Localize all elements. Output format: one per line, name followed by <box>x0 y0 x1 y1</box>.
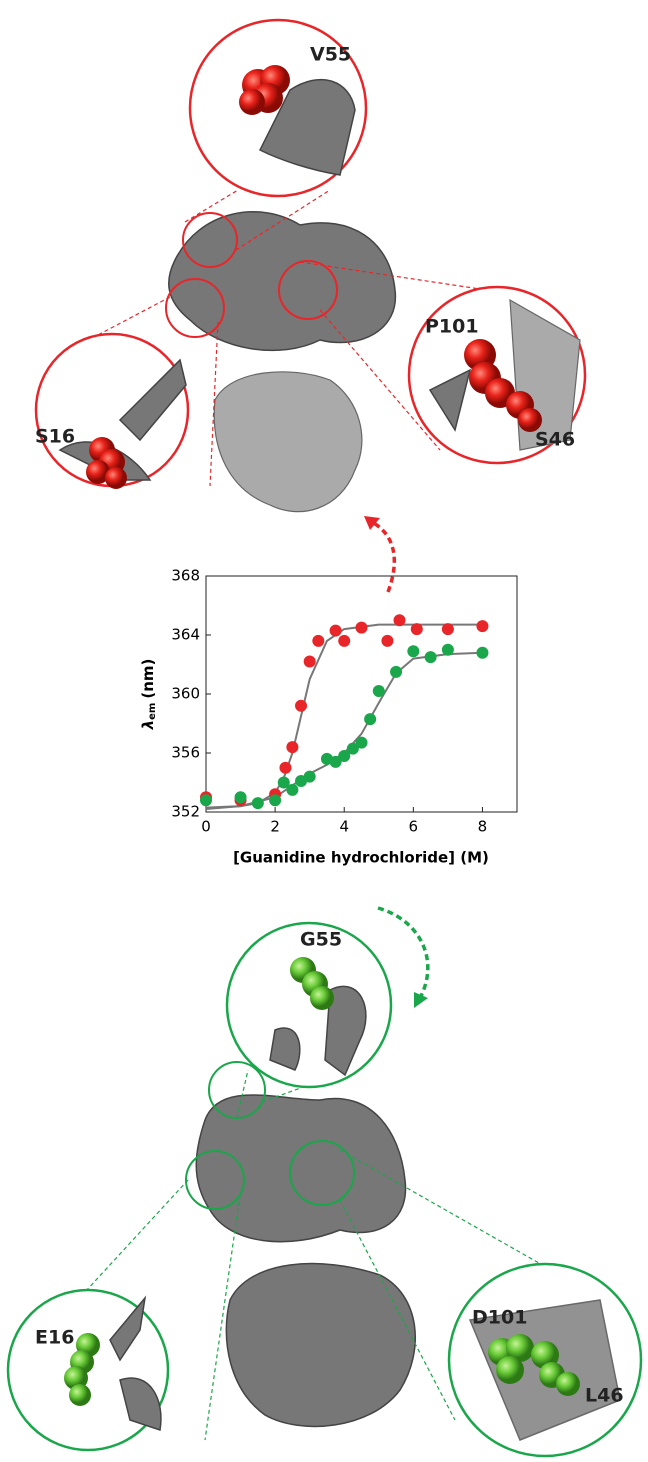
residue-label: L46 <box>585 1385 624 1407</box>
arrowhead <box>364 516 380 530</box>
point <box>441 623 454 636</box>
point <box>303 770 316 783</box>
point <box>355 621 368 634</box>
zoom-p101: P101 S46 <box>407 285 587 465</box>
x-tick-label: 2 <box>270 818 280 836</box>
residue-label: S46 <box>535 429 575 451</box>
point <box>251 797 264 810</box>
x-tick-label: 6 <box>409 818 419 836</box>
point <box>329 755 342 768</box>
y-label-unit: (nm) <box>139 659 157 699</box>
residue-label: D101 <box>472 1307 527 1329</box>
arrowhead <box>414 992 428 1008</box>
point <box>393 614 406 627</box>
x-tick-label: 8 <box>478 818 488 836</box>
point <box>390 665 403 678</box>
point <box>372 685 385 698</box>
zoom-v55: V55 <box>188 18 368 198</box>
residue-label: E16 <box>35 1327 74 1349</box>
point <box>364 713 377 726</box>
y-axis-label: λem (nm) <box>139 659 159 731</box>
point <box>303 655 316 668</box>
point <box>338 749 351 762</box>
protein-green <box>195 1094 416 1428</box>
y-tick-label: 368 <box>171 567 200 585</box>
point <box>424 651 437 664</box>
residue-label: G55 <box>300 929 342 951</box>
y-tick-label: 352 <box>171 803 200 821</box>
fit-line <box>205 623 483 809</box>
point <box>312 634 325 647</box>
point <box>200 794 212 807</box>
point <box>476 620 489 633</box>
point <box>269 794 282 807</box>
point <box>295 699 308 712</box>
x-axis-label: [Guanidine hydrochloride] (M) <box>233 849 489 867</box>
point <box>277 776 290 789</box>
point <box>338 634 351 647</box>
x-tick-label: 0 <box>201 818 211 836</box>
point <box>441 643 454 656</box>
zoom-d101: D101 L46 <box>447 1262 643 1458</box>
point <box>329 624 342 637</box>
point <box>234 791 247 804</box>
x-tick-label: 4 <box>339 818 349 836</box>
point <box>407 645 420 658</box>
y-tick-label: 360 <box>171 685 200 703</box>
point <box>355 736 368 749</box>
point <box>476 646 489 659</box>
arrow <box>371 520 396 593</box>
point <box>286 741 299 754</box>
zoom-g55: G55 <box>225 921 393 1089</box>
point <box>410 623 423 636</box>
point <box>286 783 299 796</box>
residue-label: P101 <box>425 316 479 338</box>
fit-line <box>205 651 483 811</box>
residue-label: S16 <box>35 426 75 448</box>
point <box>346 742 359 755</box>
zoom-circles <box>185 1061 355 1210</box>
arrow <box>377 906 430 999</box>
y-label-sub: em <box>147 703 158 720</box>
y-tick-label: 356 <box>171 744 200 762</box>
zoom-e16: E16 <box>6 1288 170 1452</box>
point <box>381 634 394 647</box>
point <box>279 761 292 774</box>
connector-lines <box>59 189 501 487</box>
zoom-s16: S16 <box>34 332 190 489</box>
y-tick-label: 364 <box>171 626 200 644</box>
plot: [Guanidine hydrochloride] (M) λem (nm) 0 2… <box>139 567 518 867</box>
plot-frame <box>205 575 518 813</box>
residue-label: V55 <box>310 44 351 66</box>
y-label-symbol: λ <box>139 720 157 731</box>
protein-red <box>168 211 397 513</box>
zoom-circles <box>165 212 338 338</box>
